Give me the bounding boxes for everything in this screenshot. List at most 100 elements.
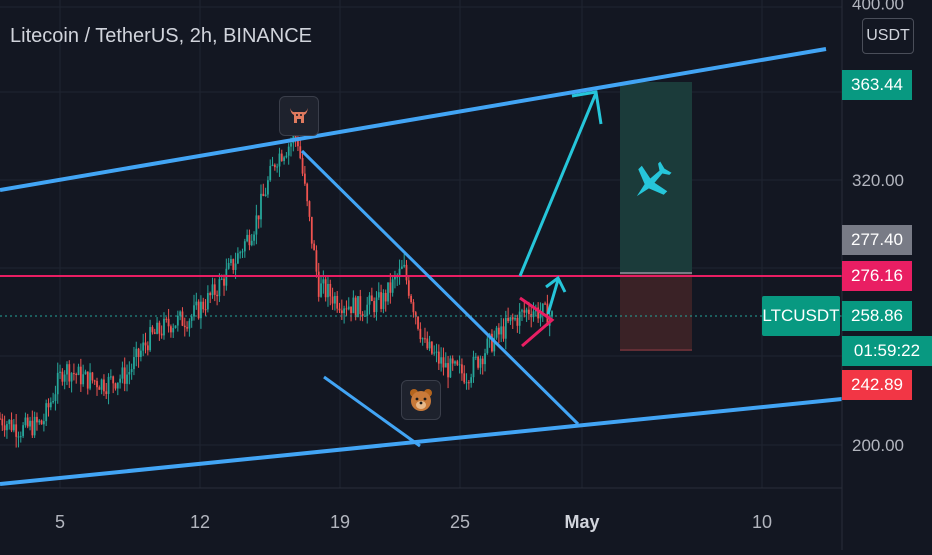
candle-bear <box>324 279 327 298</box>
candle-bull <box>116 382 119 389</box>
candle-bear <box>516 317 519 326</box>
candle-bull <box>52 401 55 403</box>
candle-bull <box>172 327 175 333</box>
candle-bear <box>79 366 82 385</box>
candle-bull <box>444 363 447 368</box>
candle-bull <box>509 317 512 322</box>
candle-bull <box>133 357 135 370</box>
candle-bear <box>511 317 514 320</box>
candle-bull <box>253 234 255 241</box>
candle-bear <box>15 424 18 437</box>
candle-bear <box>430 341 433 354</box>
candle-bear <box>414 312 417 317</box>
candle-bull <box>377 292 380 298</box>
resistance-price-tag: 276.16 <box>842 261 912 291</box>
arrow-shaft <box>546 279 560 315</box>
candle-bear <box>86 371 89 389</box>
candle-bull <box>449 358 452 378</box>
arrow-head <box>545 275 567 293</box>
candle-bear <box>181 311 184 326</box>
candle-bear <box>186 327 188 329</box>
candle-bear <box>0 418 1 420</box>
candle-bull <box>100 379 103 390</box>
projection-arrow-small[interactable] <box>545 275 567 315</box>
candle-bull <box>403 264 406 267</box>
candle-bull <box>19 436 22 438</box>
candle-bull <box>525 309 528 313</box>
candle-bull <box>255 215 258 235</box>
candle-bull <box>287 146 290 156</box>
candle-bull <box>521 310 523 312</box>
candle-bull <box>82 374 85 385</box>
candle-bull <box>260 193 262 220</box>
candle-bear <box>442 357 445 368</box>
candle-bear <box>223 278 225 286</box>
candle-bear <box>303 173 306 184</box>
candle-bull <box>320 283 322 297</box>
candle-bear <box>467 382 470 384</box>
pennant-shape[interactable] <box>519 296 555 348</box>
candle-bear <box>451 358 454 364</box>
candle-bull <box>400 266 403 269</box>
support-price-tag: 242.89 <box>842 370 912 400</box>
candle-bear <box>299 146 302 159</box>
bull-marker[interactable] <box>279 96 319 136</box>
candle-bear <box>331 296 334 304</box>
channel-upper-line[interactable] <box>0 47 827 192</box>
candle-bear <box>158 322 161 334</box>
candle-bull <box>433 352 436 354</box>
candle-bull <box>59 371 61 373</box>
candle-bear <box>463 373 466 383</box>
x-tick-label: 5 <box>55 512 65 532</box>
projection-arrow-large[interactable] <box>518 90 603 277</box>
candle-bull <box>135 348 138 358</box>
chart-title: Litecoin / TetherUS, 2h, BINANCE <box>10 25 312 47</box>
bear-marker[interactable] <box>401 380 441 420</box>
candle-bear <box>123 367 126 384</box>
candle-bull <box>366 304 369 316</box>
channel-lower-line[interactable] <box>0 397 843 486</box>
candle-bear <box>197 301 200 319</box>
candle-bear <box>301 158 304 174</box>
candle-bull <box>514 317 516 320</box>
candle-bull <box>149 327 152 351</box>
candle-bear <box>114 383 117 389</box>
candle-bear <box>507 317 510 322</box>
candle-bear <box>417 316 419 329</box>
target-price-tag: 363.44 <box>842 70 912 100</box>
candle-bear <box>213 284 216 295</box>
candle-bull <box>190 316 193 321</box>
candle-bull <box>109 376 112 378</box>
wedge-lower-line[interactable] <box>323 375 421 448</box>
candle-bear <box>419 328 422 340</box>
candle-bear <box>160 333 163 336</box>
candle-bull <box>454 361 456 364</box>
candle-bull <box>495 327 498 338</box>
candle-bear <box>105 391 108 394</box>
candle-bull <box>130 369 133 372</box>
wedge-upper-line[interactable] <box>300 149 580 426</box>
candle-bull <box>70 373 73 382</box>
currency-button[interactable]: USDT <box>862 18 914 54</box>
candle-bull <box>220 278 223 280</box>
candle-bull <box>218 279 221 297</box>
candle-bull <box>142 342 145 351</box>
candle-bull <box>193 305 195 317</box>
candle-bear <box>96 381 98 388</box>
candle-bull <box>42 421 45 425</box>
candle-bull <box>12 424 15 431</box>
candle-bull <box>267 180 269 195</box>
bear-icon <box>410 389 432 411</box>
grid-lines <box>0 0 842 488</box>
candle-bear <box>502 326 505 339</box>
candle-bear <box>306 183 309 202</box>
candle-bear <box>370 295 373 302</box>
candle-bull <box>250 240 253 246</box>
candle-bull <box>89 372 91 389</box>
stop-zone[interactable] <box>620 274 692 351</box>
candle-bull <box>241 251 244 253</box>
candle-bear <box>491 333 493 352</box>
candle-bull <box>6 424 8 431</box>
